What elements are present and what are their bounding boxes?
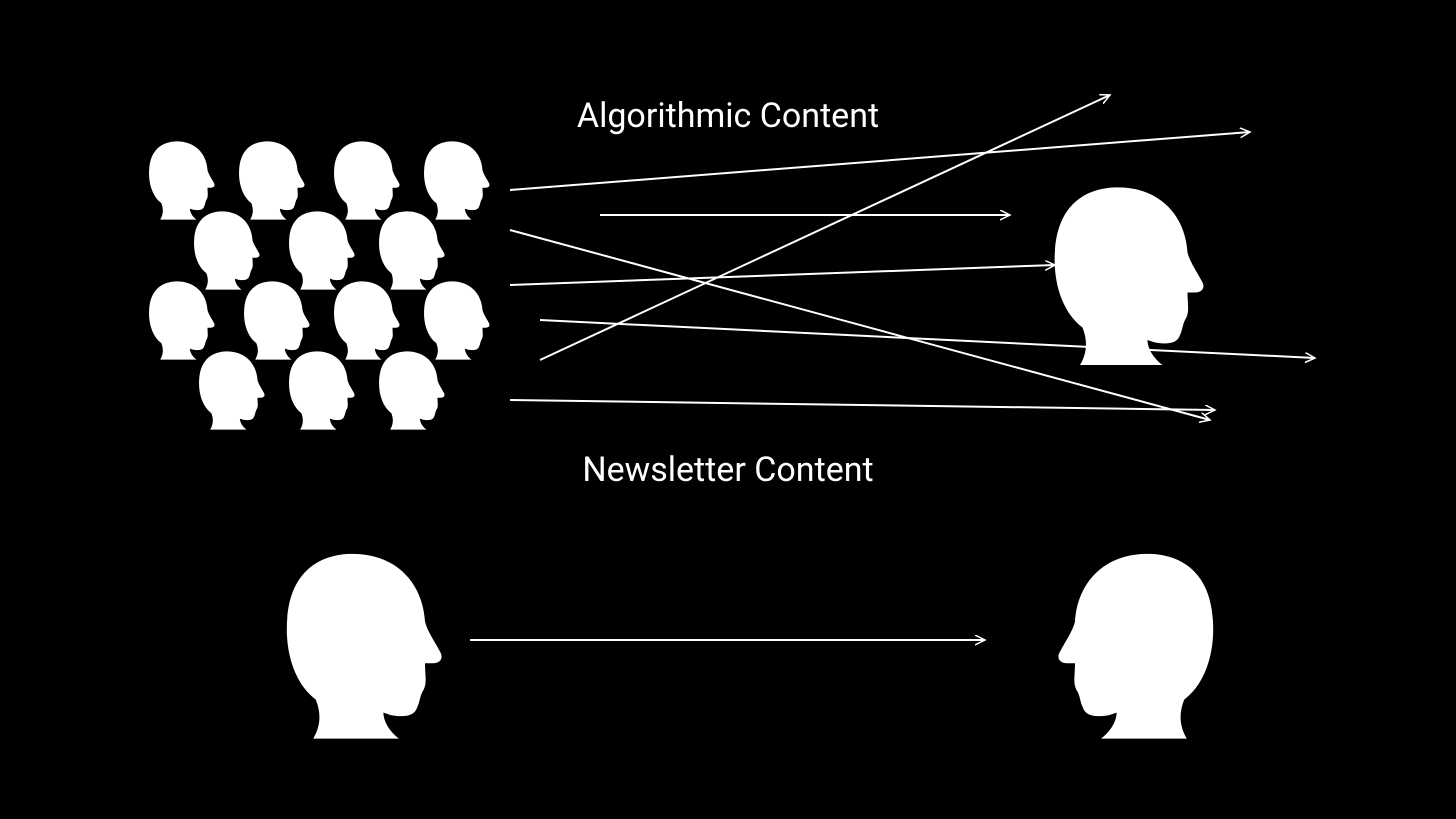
crowd-head-icon — [194, 211, 259, 289]
crowd-head-icon — [379, 211, 444, 289]
label-newsletter: Newsletter Content — [582, 450, 873, 490]
label-algorithmic: Algorithmic Content — [577, 96, 879, 136]
crowd-head-icon — [289, 351, 354, 429]
crowd-head-icon — [424, 141, 489, 219]
crowd-head-icon — [334, 141, 399, 219]
crowd-head-icon — [379, 351, 444, 429]
crowd-head-icon — [149, 141, 214, 219]
arrow-algorithmic — [510, 230, 1210, 420]
arrow-algorithmic — [510, 132, 1250, 190]
crowd-head-icon — [334, 281, 399, 359]
crowd-heads — [149, 141, 489, 429]
receiver-head-top-icon — [1055, 187, 1204, 365]
crowd-head-icon — [199, 351, 264, 429]
crowd-head-icon — [149, 281, 214, 359]
receiver-head-bottom-icon — [1058, 554, 1213, 739]
crowd-head-icon — [289, 211, 354, 289]
arrow-algorithmic — [510, 400, 1215, 410]
crowd-head-icon — [424, 281, 489, 359]
crowd-head-icon — [244, 281, 309, 359]
arrows-algorithmic — [510, 95, 1315, 420]
sender-head-bottom-icon — [287, 554, 442, 739]
crowd-head-icon — [239, 141, 304, 219]
arrow-algorithmic — [510, 265, 1055, 285]
arrow-algorithmic — [540, 320, 1315, 358]
diagram-stage: Algorithmic Content Newsletter Content — [0, 0, 1456, 819]
